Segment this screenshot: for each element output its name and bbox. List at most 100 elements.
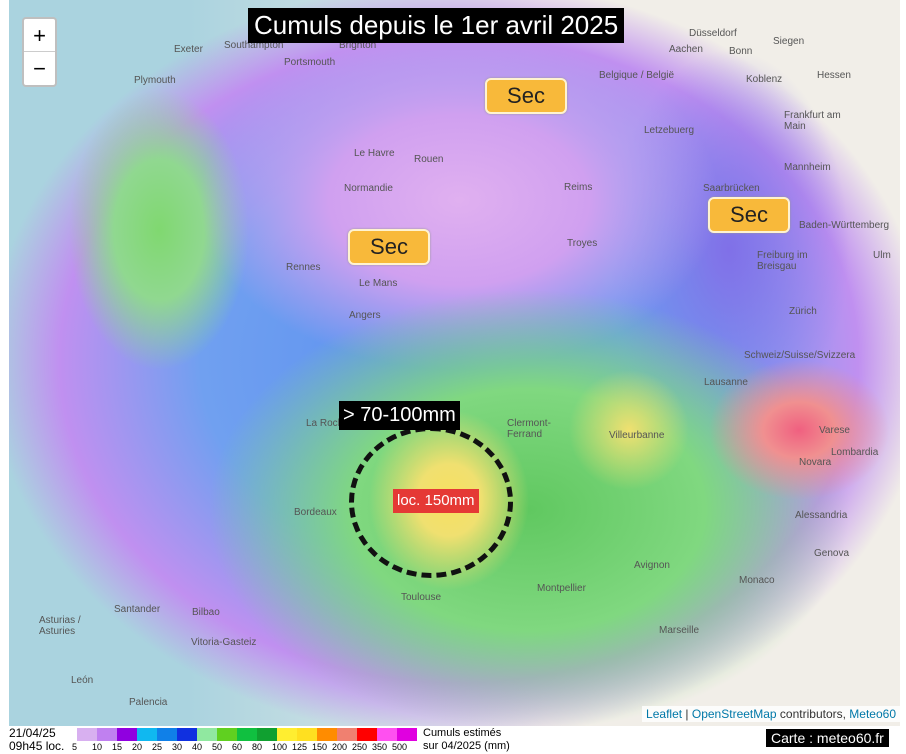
place-label: Vitoria-Gasteiz	[191, 637, 257, 648]
zoom-out-button[interactable]: −	[33, 56, 46, 81]
place-label: Bordeaux	[294, 507, 337, 518]
map-canvas[interactable]: Plymouth Southampton Portsmouth Brighton…	[9, 0, 900, 726]
scale-swatch	[77, 728, 97, 741]
place-label: Belgique / België	[599, 70, 675, 81]
scale-tick: 80	[252, 742, 263, 752]
color-scale	[77, 728, 417, 741]
scale-tick: 20	[132, 742, 143, 752]
place-label: Santander	[114, 604, 161, 615]
scale-swatch	[117, 728, 137, 741]
place-label: Asturias / Asturies	[39, 615, 81, 637]
place-label: Siegen	[773, 36, 805, 47]
place-label: Alessandria	[795, 510, 848, 521]
place-label: Genova	[814, 548, 850, 559]
legend-title-line1: Cumuls estimés	[423, 727, 502, 739]
leaflet-link[interactable]: Leaflet	[646, 707, 683, 721]
osm-link[interactable]: OpenStreetMap	[691, 707, 777, 721]
scale-tick: 15	[112, 742, 123, 752]
zoom-in-button[interactable]: +	[24, 19, 55, 52]
place-label: Freiburg im Breisgau	[757, 250, 808, 272]
place-label: Bonn	[729, 46, 753, 57]
place-label: Montpellier	[537, 583, 586, 594]
scale-swatch	[217, 728, 237, 741]
scale-swatch	[237, 728, 257, 741]
place-label: Varese	[819, 425, 850, 436]
map-title: Cumuls depuis le 1er avril 2025	[248, 8, 625, 43]
scale-swatch	[137, 728, 157, 741]
place-label: Frankfurt am Main	[784, 110, 841, 132]
place-label: Southampton	[224, 40, 284, 51]
place-label: Brighton	[339, 40, 377, 51]
scale-tick: 10	[92, 742, 103, 752]
place-label: Lausanne	[704, 377, 748, 388]
scale-tick: 50	[212, 742, 223, 752]
scale-swatch	[157, 728, 177, 741]
place-label: Düsseldorf	[689, 28, 737, 39]
scale-swatch	[97, 728, 117, 741]
dry-badge: Sec	[348, 229, 430, 265]
scale-swatch	[317, 728, 337, 741]
place-label: Zürich	[789, 306, 817, 317]
scale-swatch	[177, 728, 197, 741]
scale-tick: 125	[292, 742, 308, 752]
meteo60-link[interactable]: Meteo60	[849, 707, 896, 721]
place-label: Reims	[564, 182, 593, 193]
zoom-control: + −	[22, 17, 57, 87]
place-label: Letzebuerg	[644, 125, 695, 136]
place-label: Koblenz	[746, 74, 783, 85]
scale-tick: 200	[332, 742, 348, 752]
place-label: Troyes	[567, 238, 598, 249]
place-label: Rennes	[286, 262, 321, 273]
place-label: Portsmouth	[284, 57, 336, 68]
scale-tick: 150	[312, 742, 328, 752]
place-label: Le Havre	[354, 148, 395, 159]
legend-date: 21/04/25	[9, 726, 56, 740]
scale-swatch	[397, 728, 417, 741]
place-label: Avignon	[634, 560, 670, 571]
range-annotation: > 70-100mm	[339, 401, 460, 430]
place-label: Villeurbanne	[609, 430, 665, 441]
scale-tick: 30	[172, 742, 183, 752]
scale-swatch	[257, 728, 277, 741]
scale-tick: 60	[232, 742, 243, 752]
scale-swatch	[357, 728, 377, 741]
place-label: Marseille	[659, 625, 700, 636]
place-label: León	[71, 675, 94, 686]
place-label: Exeter	[174, 44, 203, 55]
place-label: Rouen	[414, 154, 444, 165]
legend-title: Cumuls estimés sur 04/2025 (mm)	[423, 727, 510, 753]
place-label: Clermont-Ferrand	[507, 418, 551, 440]
scale-tick: 5	[72, 742, 78, 752]
place-label: Ulm	[873, 250, 891, 261]
place-label: Saarbrücken	[703, 183, 760, 194]
place-label: Bilbao	[192, 607, 220, 618]
legend-title-line2: sur 04/2025 (mm)	[423, 740, 510, 752]
place-label: Aachen	[669, 44, 703, 55]
scale-tick: 350	[372, 742, 388, 752]
map-credit: Carte : meteo60.fr	[766, 729, 889, 747]
place-label: La Rochelle	[306, 418, 359, 429]
place-label: Palencia	[129, 697, 168, 708]
attribution: Leaflet | OpenStreetMap contributors, Me…	[642, 706, 900, 722]
place-label: Lombardia	[831, 447, 879, 458]
place-label: Plymouth	[134, 75, 176, 86]
attribution-text: contributors,	[776, 707, 850, 721]
place-label: Normandie	[344, 183, 393, 194]
scale-swatch	[377, 728, 397, 741]
scale-swatch	[297, 728, 317, 741]
place-label: Novara	[799, 457, 832, 468]
scale-tick: 100	[272, 742, 288, 752]
scale-tick: 25	[152, 742, 163, 752]
timestamp: 21/04/25 09h45 loc.	[9, 727, 64, 753]
scale-ticks: 5 10 15 20 25 30 40 50 60 80 100 125 150 200 250 350 500	[72, 742, 412, 752]
scale-swatch	[337, 728, 357, 741]
legend: 21/04/25 09h45 loc. 5 10 15 20 25 30 40 50 60 80 10…	[0, 726, 906, 754]
local-max-annotation: loc. 150mm	[393, 489, 479, 513]
scale-tick: 250	[352, 742, 368, 752]
dry-badge: Sec	[708, 197, 790, 233]
place-label: Toulouse	[401, 592, 442, 603]
place-label: Monaco	[739, 575, 775, 586]
place-label: Le Mans	[359, 278, 398, 289]
scale-tick: 40	[192, 742, 203, 752]
scale-tick: 500	[392, 742, 408, 752]
